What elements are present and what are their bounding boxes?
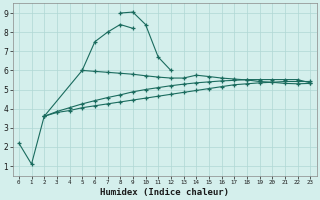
X-axis label: Humidex (Indice chaleur): Humidex (Indice chaleur) xyxy=(100,188,229,197)
